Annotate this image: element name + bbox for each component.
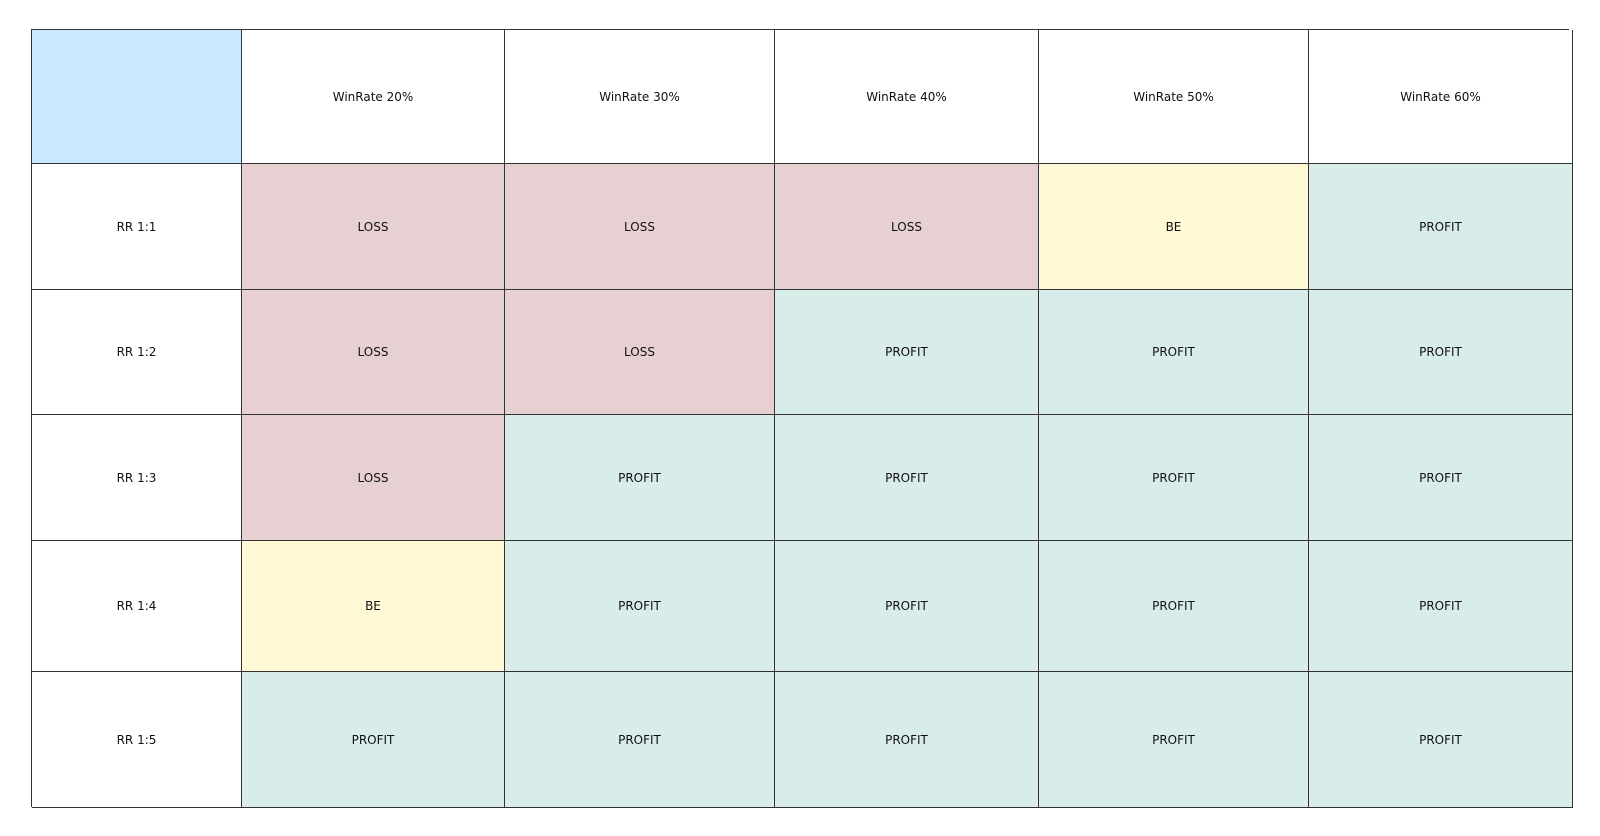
result-label: LOSS: [624, 220, 655, 234]
result-cell: PROFIT: [775, 541, 1039, 672]
result-label: PROFIT: [1419, 471, 1462, 485]
result-cell: PROFIT: [775, 672, 1039, 808]
result-cell: PROFIT: [1309, 415, 1573, 541]
column-header: WinRate 20%: [242, 30, 505, 164]
row-header: RR 1:3: [32, 415, 242, 541]
result-cell: LOSS: [242, 415, 505, 541]
result-cell: LOSS: [242, 290, 505, 415]
result-cell: PROFIT: [1039, 672, 1309, 808]
column-header-label: WinRate 50%: [1133, 90, 1214, 104]
result-cell: PROFIT: [505, 541, 775, 672]
result-label: PROFIT: [1419, 220, 1462, 234]
result-cell: LOSS: [242, 164, 505, 290]
column-header: WinRate 40%: [775, 30, 1039, 164]
column-header: WinRate 60%: [1309, 30, 1573, 164]
column-header-label: WinRate 20%: [333, 90, 414, 104]
result-label: PROFIT: [885, 599, 928, 613]
column-header: WinRate 30%: [505, 30, 775, 164]
corner-cell: [32, 30, 242, 164]
result-cell: PROFIT: [1039, 415, 1309, 541]
result-label: LOSS: [358, 471, 389, 485]
result-cell: PROFIT: [775, 415, 1039, 541]
result-label: PROFIT: [618, 733, 661, 747]
column-header-label: WinRate 60%: [1400, 90, 1481, 104]
result-label: LOSS: [358, 345, 389, 359]
result-cell: PROFIT: [505, 672, 775, 808]
result-cell: PROFIT: [505, 415, 775, 541]
result-cell: PROFIT: [1039, 541, 1309, 672]
column-header-label: WinRate 40%: [866, 90, 947, 104]
result-cell: LOSS: [505, 290, 775, 415]
row-header: RR 1:1: [32, 164, 242, 290]
result-label: PROFIT: [1152, 599, 1195, 613]
row-header-label: RR 1:1: [117, 220, 157, 234]
row-header: RR 1:4: [32, 541, 242, 672]
result-label: BE: [1166, 220, 1182, 234]
result-cell: PROFIT: [1309, 541, 1573, 672]
result-label: LOSS: [624, 345, 655, 359]
winrate-rr-matrix: WinRate 20% WinRate 30% WinRate 40% WinR…: [31, 29, 1569, 807]
result-cell: PROFIT: [1309, 672, 1573, 808]
row-header-label: RR 1:5: [117, 733, 157, 747]
result-label: PROFIT: [885, 471, 928, 485]
result-cell: PROFIT: [1309, 164, 1573, 290]
result-label: PROFIT: [1419, 733, 1462, 747]
row-header: RR 1:2: [32, 290, 242, 415]
result-label: PROFIT: [1152, 733, 1195, 747]
result-label: PROFIT: [618, 599, 661, 613]
result-cell: LOSS: [505, 164, 775, 290]
result-cell: BE: [1039, 164, 1309, 290]
column-header: WinRate 50%: [1039, 30, 1309, 164]
result-label: LOSS: [358, 220, 389, 234]
row-header-label: RR 1:3: [117, 471, 157, 485]
result-label: BE: [365, 599, 381, 613]
result-label: PROFIT: [1152, 345, 1195, 359]
result-cell: PROFIT: [242, 672, 505, 808]
result-label: PROFIT: [1152, 471, 1195, 485]
row-header-label: RR 1:4: [117, 599, 157, 613]
result-label: PROFIT: [352, 733, 395, 747]
column-header-label: WinRate 30%: [599, 90, 680, 104]
result-cell: PROFIT: [1039, 290, 1309, 415]
result-label: PROFIT: [618, 471, 661, 485]
result-cell: LOSS: [775, 164, 1039, 290]
result-label: PROFIT: [885, 733, 928, 747]
result-cell: PROFIT: [1309, 290, 1573, 415]
result-label: LOSS: [891, 220, 922, 234]
result-label: PROFIT: [1419, 599, 1462, 613]
row-header: RR 1:5: [32, 672, 242, 808]
row-header-label: RR 1:2: [117, 345, 157, 359]
result-cell: PROFIT: [775, 290, 1039, 415]
result-label: PROFIT: [885, 345, 928, 359]
result-label: PROFIT: [1419, 345, 1462, 359]
result-cell: BE: [242, 541, 505, 672]
